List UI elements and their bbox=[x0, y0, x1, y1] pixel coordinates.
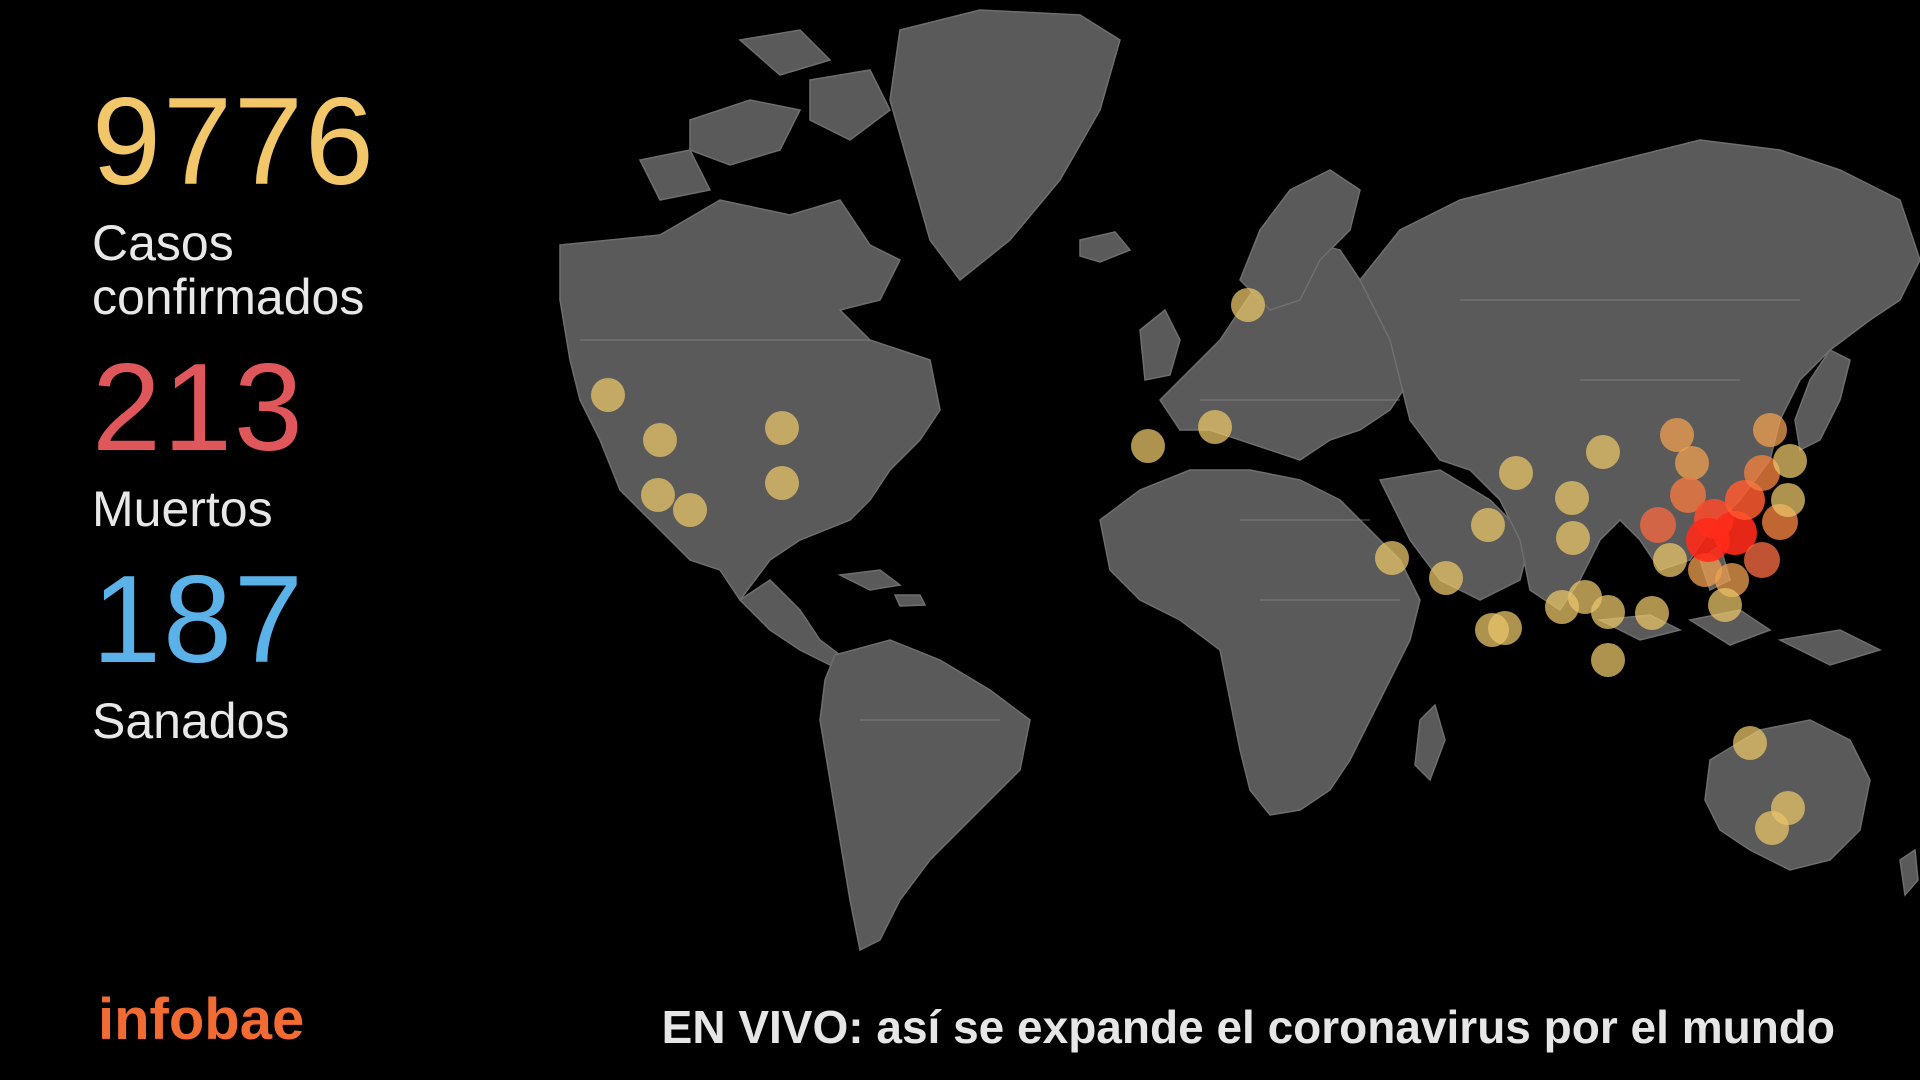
cases-stat: 9776 Casos confirmados bbox=[92, 80, 532, 324]
marker bbox=[641, 478, 675, 512]
marker bbox=[1555, 481, 1589, 515]
marker bbox=[1586, 435, 1620, 469]
country-borders bbox=[580, 299, 1800, 721]
british-isles bbox=[1139, 308, 1181, 381]
japan-islands bbox=[1794, 349, 1851, 452]
caribbean-islands bbox=[837, 569, 927, 607]
africa-landmass bbox=[1099, 469, 1421, 816]
marker bbox=[1198, 410, 1232, 444]
marker bbox=[1771, 483, 1805, 517]
marker bbox=[1231, 288, 1265, 322]
marker bbox=[1591, 643, 1625, 677]
marker bbox=[1753, 413, 1787, 447]
deaths-count: 213 bbox=[92, 339, 305, 477]
marker bbox=[1744, 542, 1780, 578]
stats-panel: 9776 Casos confirmados 213 Muertos 187 S… bbox=[92, 80, 532, 770]
marker bbox=[1499, 456, 1533, 490]
marker bbox=[1660, 418, 1694, 452]
recovered-count: 187 bbox=[92, 551, 305, 689]
marker bbox=[591, 378, 625, 412]
marker bbox=[1708, 588, 1742, 622]
marker bbox=[1375, 541, 1409, 575]
scandinavia-landmass bbox=[1239, 169, 1361, 311]
marker bbox=[765, 466, 799, 500]
marker bbox=[1635, 596, 1669, 630]
cases-label-line1: Casos bbox=[92, 215, 234, 271]
southeast-asia-islands bbox=[1597, 543, 1883, 666]
marker bbox=[1670, 477, 1706, 513]
marker bbox=[673, 493, 707, 527]
marker bbox=[1429, 561, 1463, 595]
deaths-stat: 213 Muertos bbox=[92, 346, 532, 536]
marker bbox=[1640, 507, 1676, 543]
arctic-islands bbox=[638, 29, 891, 201]
marker bbox=[1556, 521, 1590, 555]
marker bbox=[1688, 553, 1722, 587]
iceland bbox=[1079, 231, 1132, 263]
deaths-label: Muertos bbox=[92, 481, 273, 537]
madagascar bbox=[1414, 703, 1446, 782]
marker bbox=[1725, 480, 1765, 520]
world-map-svg bbox=[559, 9, 1920, 952]
outbreak-markers bbox=[591, 288, 1807, 845]
marker bbox=[1591, 595, 1625, 629]
cases-count: 9776 bbox=[92, 73, 376, 211]
greenland-landmass bbox=[889, 9, 1121, 282]
arabian-peninsula bbox=[1378, 469, 1531, 601]
new-zealand bbox=[1899, 848, 1919, 897]
marker bbox=[1653, 543, 1687, 577]
marker bbox=[1675, 446, 1709, 480]
marker bbox=[1733, 726, 1767, 760]
cases-label-line2: confirmados bbox=[92, 269, 365, 325]
marker bbox=[643, 423, 677, 457]
cases-label: Casos confirmados bbox=[92, 216, 532, 324]
marker bbox=[1471, 508, 1505, 542]
central-america-landmass bbox=[738, 579, 842, 666]
south-america-landmass bbox=[819, 639, 1031, 952]
marker bbox=[1755, 811, 1789, 845]
marker bbox=[1713, 511, 1757, 555]
recovered-stat: 187 Sanados bbox=[92, 558, 532, 748]
brand-logo: infobae bbox=[98, 987, 305, 1052]
marker bbox=[765, 411, 799, 445]
marker bbox=[1131, 429, 1165, 463]
recovered-label: Sanados bbox=[92, 693, 290, 749]
world-map bbox=[540, 0, 1920, 960]
marker bbox=[1488, 611, 1522, 645]
marker bbox=[1773, 444, 1807, 478]
headline-caption: EN VIVO: así se expande el coronavirus p… bbox=[661, 1001, 1835, 1053]
marker bbox=[1744, 455, 1780, 491]
